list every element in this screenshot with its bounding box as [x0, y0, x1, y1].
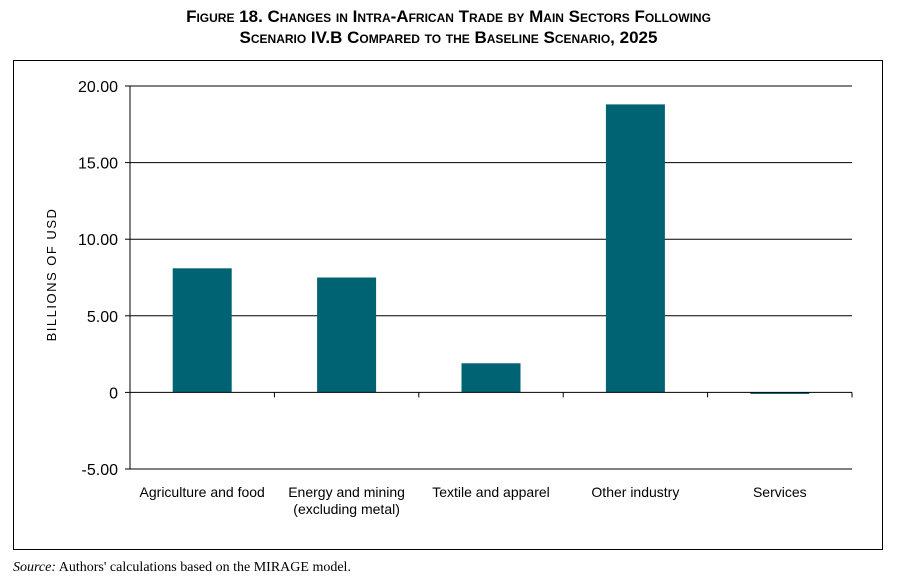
category-label-line: Energy and mining [288, 484, 405, 500]
category-label: Textile and apparel [432, 484, 550, 500]
chart-frame [13, 60, 883, 550]
title-line-2: Scenario IV.B Compared to the Baseline S… [239, 28, 658, 47]
y-tick-label: 5.00 [87, 309, 118, 326]
bar [461, 363, 521, 393]
title-line-1: Figure 18. Changes in Intra-African Trad… [186, 7, 711, 26]
category-label-line: (excluding metal) [293, 501, 400, 517]
chart-title: Figure 18. Changes in Intra-African Trad… [0, 6, 897, 48]
y-tick-label: 0 [109, 385, 118, 402]
category-label-line: Other industry [591, 484, 679, 500]
category-label: Other industry [591, 484, 679, 500]
y-tick-label: -5.00 [82, 462, 119, 479]
y-tick-label: 20.00 [78, 79, 118, 96]
bar [605, 104, 665, 393]
bar [750, 392, 810, 394]
source-label: Source: [13, 560, 57, 575]
category-label: Energy and mining (excluding metal) [288, 484, 405, 517]
y-axis-title: BILLIONS OF USD [44, 208, 59, 342]
source-note: Source: Authors' calculations based on t… [13, 560, 351, 576]
y-tick-label: 15.00 [78, 156, 118, 173]
category-label: Agriculture and food [140, 484, 265, 500]
category-label-line: Services [753, 484, 807, 500]
bar [172, 268, 232, 393]
category-label-line: Agriculture and food [140, 484, 265, 500]
bar [317, 277, 377, 393]
category-label: Services [753, 484, 807, 500]
y-tick-label: 10.00 [78, 232, 118, 249]
category-label-line: Textile and apparel [432, 484, 550, 500]
source-text: Authors' calculations based on the MIRAG… [56, 560, 351, 575]
